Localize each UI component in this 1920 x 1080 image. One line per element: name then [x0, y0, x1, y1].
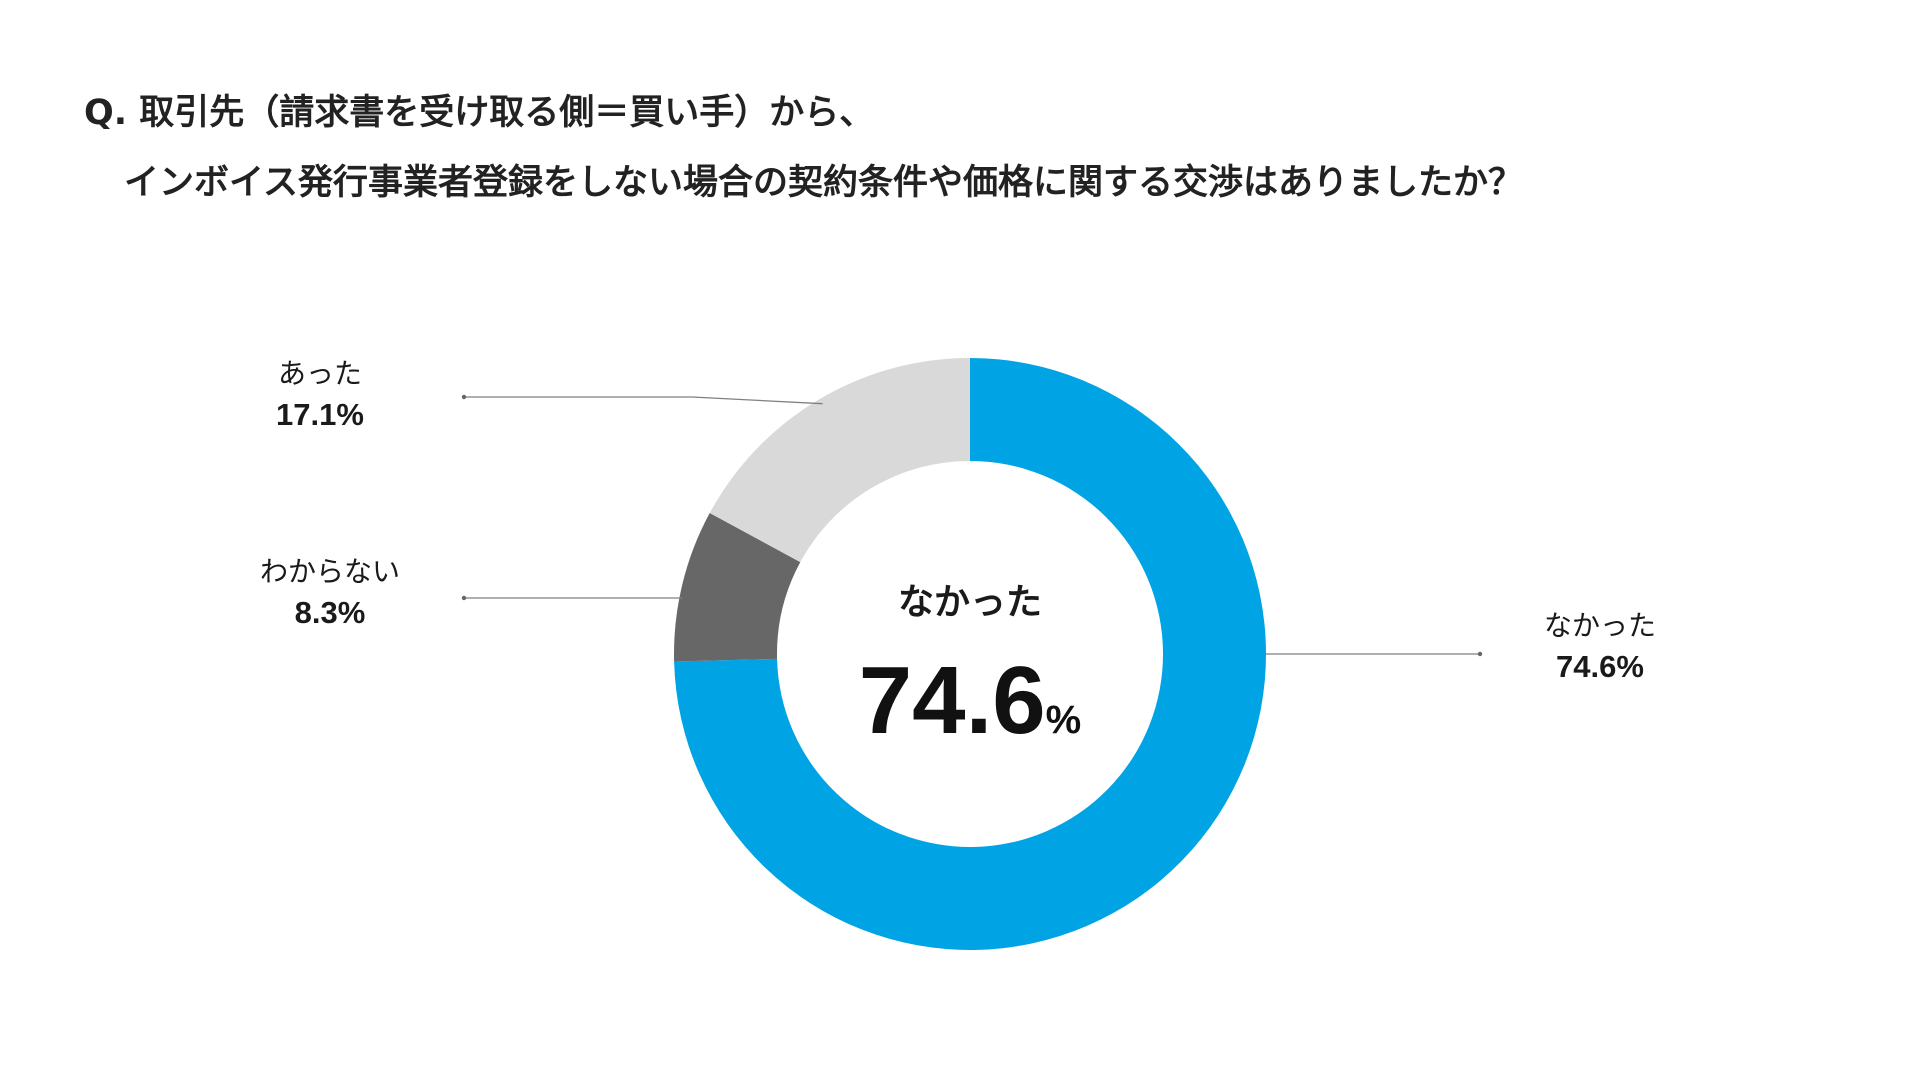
leader-dot-nakatta	[1477, 651, 1483, 657]
center-value: 74.6%	[800, 646, 1140, 756]
slice-label-value: 8.3%	[294, 595, 366, 630]
leader-dot-atta	[461, 394, 467, 400]
slice-label-name: わからない	[259, 555, 400, 588]
center-value-number: 74.6	[858, 647, 1046, 754]
donut-slices	[674, 358, 1266, 950]
slice-nakatta	[674, 358, 1266, 950]
center-value-unit: %	[1045, 698, 1082, 742]
slice-label-wakaranai: わからない 8.3%	[220, 552, 440, 634]
center-label: なかった	[897, 582, 1042, 623]
slice-atta	[709, 358, 970, 563]
slice-label-nakatta: なかった 74.6%	[1500, 606, 1700, 688]
slice-label-value: 74.6%	[1556, 649, 1644, 684]
slice-label-name: なかった	[1543, 609, 1656, 642]
slice-label-atta: あった 17.1%	[220, 354, 420, 436]
leader-dot-wakaranai	[461, 595, 467, 601]
title-line-2: インボイス発行事業者登録をしない場合の契約条件や価格に関する交渉はありましたか？	[124, 163, 1523, 203]
slice-label-value: 17.1%	[276, 397, 364, 432]
title-line-1: Q. 取引先（請求書を受け取る側＝買い手）から、	[84, 93, 875, 133]
leader-lines	[461, 394, 1483, 657]
slice-label-name: あった	[277, 357, 362, 390]
slice-wakaranai	[674, 513, 801, 662]
leader-line-atta	[464, 396, 823, 405]
chart-title: Q. 取引先（請求書を受け取る側＝買い手）から、 インボイス発行事業者登録をしな…	[84, 88, 1844, 208]
